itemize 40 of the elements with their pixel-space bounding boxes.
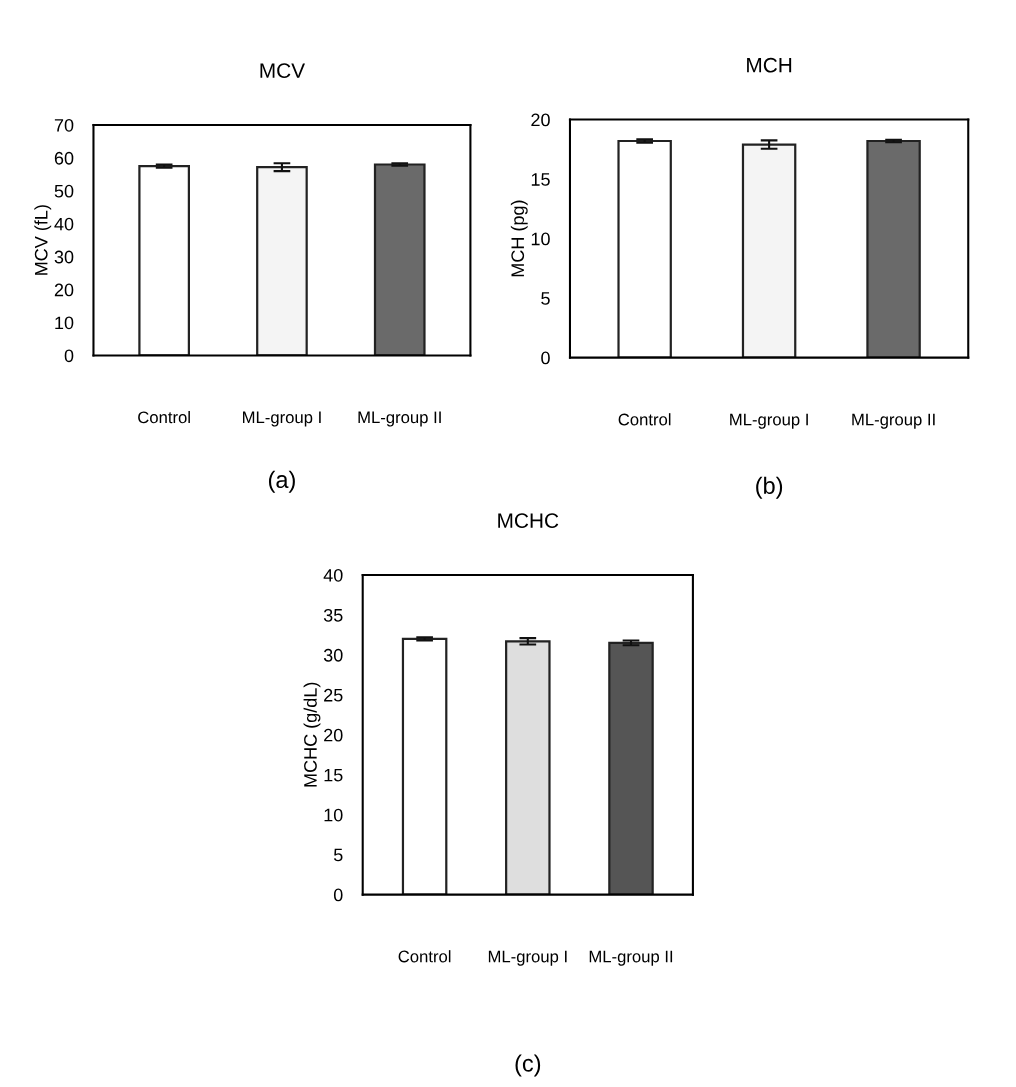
y-axis-title: MCV (fL): [34, 205, 52, 275]
y-tick-label: 40: [323, 568, 343, 582]
y-tick-label: 5: [333, 848, 343, 862]
y-tick-label: 0: [333, 888, 343, 902]
y-tick-label: 20: [324, 728, 343, 742]
x-tick-label: ML-group II: [852, 413, 935, 429]
y-tick-label: 25: [324, 688, 343, 702]
y-tick-label: 15: [324, 768, 343, 782]
y-tick-label: 35: [323, 608, 343, 622]
text: (c): [515, 1054, 541, 1077]
x-tick-label: ML-group I: [730, 413, 808, 429]
x-tick-label: ML-group II: [358, 411, 441, 427]
text: (b): [756, 476, 783, 499]
y-tick-label: 60: [54, 151, 74, 165]
y-tick-label: 10: [531, 232, 550, 246]
y-tick-label: 20: [531, 113, 550, 127]
y-tick-label: 40: [54, 217, 74, 231]
y-tick-label: 50: [54, 184, 74, 198]
y-tick-label: 0: [541, 351, 550, 365]
x-tick-label: ML-group I: [243, 411, 321, 427]
y-tick-label: 70: [54, 118, 74, 132]
text: (a): [268, 470, 295, 493]
chart-title: MCH: [747, 57, 792, 73]
y-tick-label: 30: [54, 250, 74, 264]
y-tick-label: 10: [324, 808, 343, 822]
x-tick-label: ML-group II: [589, 950, 673, 966]
y-tick-label: 5: [541, 292, 550, 305]
y-axis-title: MCHC (g/dL): [303, 682, 321, 787]
y-tick-label: 15: [531, 173, 550, 186]
x-tick-label: ML-group I: [488, 950, 567, 966]
y-tick-label: 10: [55, 316, 74, 330]
chart-title: MCV: [260, 63, 305, 78]
y-tick-label: 20: [54, 283, 74, 297]
x-tick-label: Control: [138, 411, 190, 424]
x-tick-label: Control: [618, 413, 671, 426]
chart-title: MCHC: [498, 513, 559, 529]
x-tick-label: Control: [398, 950, 451, 963]
y-tick-label: 30: [323, 648, 343, 662]
y-axis-title: MCH (pg): [510, 200, 528, 277]
y-tick-label: 0: [64, 349, 74, 363]
